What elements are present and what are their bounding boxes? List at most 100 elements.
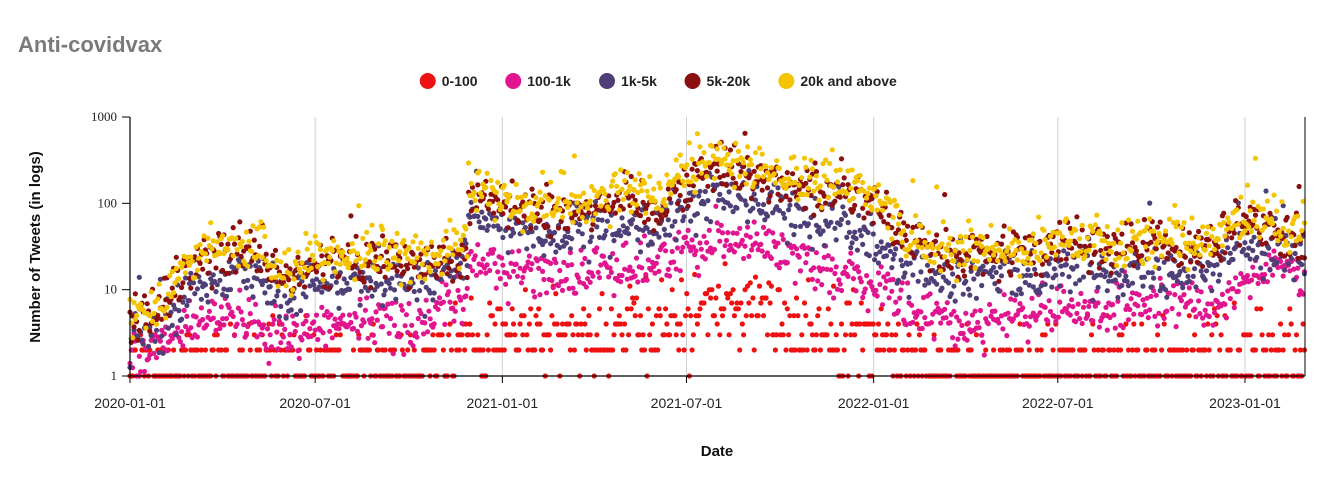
data-point bbox=[249, 248, 255, 255]
data-point bbox=[592, 249, 599, 255]
data-point bbox=[684, 172, 690, 178]
data-point bbox=[565, 225, 571, 232]
data-point bbox=[262, 341, 268, 347]
data-point bbox=[386, 244, 392, 251]
data-point bbox=[854, 247, 861, 253]
data-point bbox=[229, 309, 235, 315]
data-point bbox=[487, 201, 493, 207]
data-point bbox=[410, 251, 416, 257]
data-point bbox=[1205, 321, 1211, 327]
data-point bbox=[553, 204, 559, 210]
data-point bbox=[382, 347, 388, 353]
data-point bbox=[220, 292, 226, 298]
data-point bbox=[991, 252, 997, 258]
data-point bbox=[513, 261, 519, 267]
data-point bbox=[398, 303, 404, 309]
data-point bbox=[483, 270, 489, 276]
data-point bbox=[353, 258, 359, 264]
data-point bbox=[399, 307, 405, 313]
data-point bbox=[602, 232, 608, 238]
data-point bbox=[893, 230, 899, 236]
data-point bbox=[204, 258, 210, 264]
data-point bbox=[577, 193, 583, 199]
data-point bbox=[1028, 272, 1034, 279]
data-point bbox=[952, 298, 958, 304]
data-point bbox=[776, 265, 783, 271]
data-point bbox=[976, 325, 982, 331]
data-point bbox=[415, 265, 421, 271]
data-point bbox=[428, 243, 435, 249]
data-point bbox=[266, 360, 272, 366]
data-point bbox=[210, 347, 216, 353]
data-point bbox=[372, 340, 378, 346]
data-point bbox=[141, 293, 148, 299]
data-point bbox=[1139, 253, 1145, 259]
data-point bbox=[875, 260, 882, 266]
data-point bbox=[1247, 332, 1253, 338]
data-point bbox=[218, 347, 224, 353]
data-point bbox=[645, 306, 652, 312]
data-point bbox=[747, 234, 753, 240]
data-point bbox=[667, 332, 673, 338]
data-point bbox=[641, 347, 648, 353]
data-point bbox=[743, 181, 749, 187]
data-point bbox=[1181, 292, 1187, 298]
y-axis-label: Number of Tweets (in logs) bbox=[27, 151, 44, 342]
data-point bbox=[1266, 332, 1272, 338]
data-point bbox=[804, 192, 810, 198]
data-point bbox=[1128, 221, 1134, 227]
data-point bbox=[846, 198, 853, 204]
data-point bbox=[271, 317, 277, 323]
data-point bbox=[1248, 277, 1255, 283]
data-point bbox=[459, 242, 465, 248]
data-point bbox=[1268, 347, 1274, 353]
data-point bbox=[672, 176, 678, 182]
data-point bbox=[220, 316, 226, 322]
data-point bbox=[562, 233, 568, 240]
data-point bbox=[680, 178, 686, 184]
data-point bbox=[661, 241, 667, 247]
data-point bbox=[1079, 227, 1085, 233]
data-point bbox=[915, 278, 921, 284]
data-point bbox=[988, 222, 994, 228]
data-point bbox=[421, 331, 427, 337]
data-point bbox=[1225, 245, 1231, 251]
data-point bbox=[250, 294, 256, 300]
data-point bbox=[1211, 247, 1218, 253]
data-point bbox=[483, 216, 489, 222]
data-point bbox=[1263, 188, 1269, 194]
data-point bbox=[217, 325, 223, 331]
data-point bbox=[615, 197, 621, 203]
data-point bbox=[734, 230, 740, 236]
data-point bbox=[320, 272, 326, 278]
data-point bbox=[725, 172, 731, 178]
data-point bbox=[463, 321, 469, 327]
data-point bbox=[759, 208, 765, 215]
data-point bbox=[1020, 305, 1026, 311]
data-point bbox=[442, 321, 448, 327]
data-point bbox=[436, 252, 443, 259]
data-point bbox=[422, 320, 428, 326]
data-point bbox=[820, 228, 826, 234]
data-point bbox=[668, 200, 674, 206]
data-point bbox=[655, 205, 661, 211]
data-point bbox=[873, 287, 879, 293]
data-point bbox=[213, 265, 219, 271]
data-point bbox=[805, 185, 812, 191]
data-point bbox=[532, 347, 538, 353]
legend-marker bbox=[505, 73, 522, 89]
data-point bbox=[1091, 347, 1097, 353]
data-point bbox=[321, 284, 327, 290]
data-point bbox=[940, 274, 946, 280]
data-point bbox=[188, 270, 194, 276]
data-point bbox=[369, 293, 375, 299]
data-point bbox=[664, 321, 670, 327]
data-point bbox=[366, 243, 372, 249]
data-point bbox=[1102, 274, 1108, 280]
data-point bbox=[589, 184, 595, 190]
data-point bbox=[696, 160, 702, 166]
data-point bbox=[685, 306, 691, 312]
data-point bbox=[706, 160, 712, 166]
data-point bbox=[336, 273, 342, 279]
data-point bbox=[711, 246, 718, 253]
